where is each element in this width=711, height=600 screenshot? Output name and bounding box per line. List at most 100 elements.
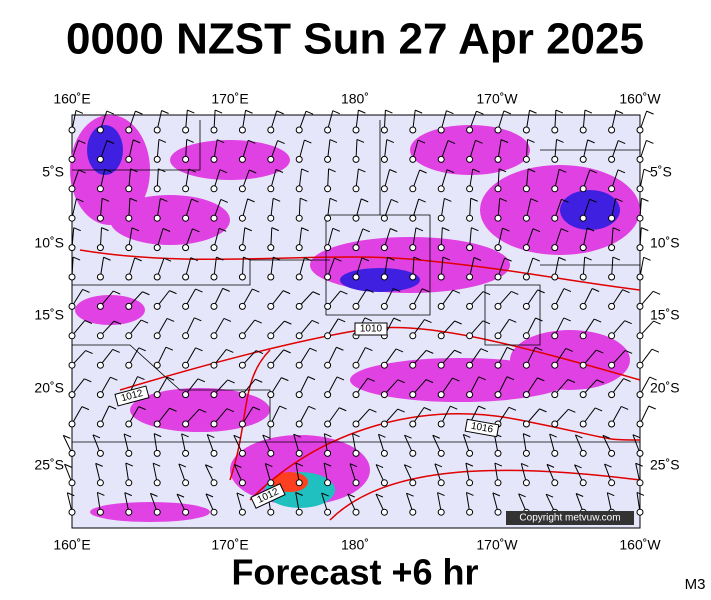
wind-station bbox=[437, 508, 445, 516]
wind-barb-flag bbox=[304, 257, 312, 262]
wind-barb-flag bbox=[390, 228, 398, 232]
wind-barb-flag bbox=[476, 110, 484, 115]
wind-barb-flag bbox=[329, 197, 338, 202]
wind-barb-flag bbox=[219, 169, 228, 174]
wind-station bbox=[96, 420, 104, 428]
wind-barb-flag bbox=[191, 198, 199, 203]
isobar-label: 1010 bbox=[360, 324, 383, 335]
wind-station bbox=[437, 185, 445, 193]
wind-station bbox=[96, 244, 104, 252]
wind-barb-flag bbox=[558, 256, 566, 261]
wind-barb-flag bbox=[110, 376, 118, 381]
wind-station bbox=[551, 332, 559, 340]
wind-barb-flag bbox=[535, 317, 543, 322]
wind-barb-flag bbox=[563, 288, 572, 293]
wind-barb-flag bbox=[475, 139, 483, 144]
wind-barb-flag bbox=[375, 493, 384, 498]
wind-barb-flag bbox=[72, 256, 81, 261]
wind-station bbox=[636, 273, 644, 281]
wind-station bbox=[608, 449, 616, 457]
wind-barb-flag bbox=[643, 256, 651, 261]
wind-station bbox=[551, 420, 559, 428]
wind-barb-flag bbox=[589, 198, 597, 203]
wind-station bbox=[494, 332, 502, 340]
wind-station bbox=[352, 273, 360, 281]
wind-barb-flag bbox=[205, 493, 214, 498]
wind-barb-flag bbox=[169, 407, 177, 412]
wind-barb-flag bbox=[135, 110, 143, 115]
wind-station bbox=[153, 391, 161, 399]
wind-barb-flag bbox=[113, 320, 122, 325]
wind-station bbox=[579, 479, 587, 487]
wind-station bbox=[608, 155, 616, 163]
wind-barb-flag bbox=[248, 139, 256, 144]
wind-station bbox=[352, 214, 360, 222]
wind-station bbox=[409, 244, 417, 252]
wind-barb-flag bbox=[165, 346, 174, 351]
wind-barb-flag bbox=[249, 169, 257, 174]
wind-barb-flag bbox=[397, 379, 406, 384]
wind-station bbox=[210, 449, 218, 457]
wind-barb-flag bbox=[620, 405, 629, 410]
wind-station bbox=[96, 185, 104, 193]
wind-barb-flag bbox=[361, 198, 369, 203]
wind-barb-flag bbox=[84, 320, 93, 324]
wind-barb-flag bbox=[389, 169, 397, 173]
wind-barb-flag bbox=[414, 109, 423, 114]
wind-station bbox=[380, 126, 388, 134]
wind-barb-flag bbox=[233, 434, 242, 439]
wind-station bbox=[579, 126, 587, 134]
wind-barb-flag bbox=[279, 405, 287, 410]
wind-station bbox=[352, 361, 360, 369]
longitude-label: 160˚E bbox=[53, 537, 90, 553]
wind-station bbox=[494, 449, 502, 457]
wind-station bbox=[324, 361, 332, 369]
wind-barb-flag bbox=[340, 290, 348, 295]
wind-station bbox=[182, 332, 190, 340]
wind-station bbox=[437, 332, 445, 340]
wind-barb-flag bbox=[75, 109, 84, 114]
wind-station bbox=[494, 391, 502, 399]
wind-barb-flag bbox=[140, 319, 149, 324]
wind-station bbox=[636, 332, 644, 340]
wind-barb-flag bbox=[565, 348, 573, 352]
wind-barb-flag bbox=[506, 376, 515, 381]
wind-barb-flag bbox=[549, 433, 557, 438]
wind-barb-flag bbox=[530, 198, 539, 203]
wind-station bbox=[380, 420, 388, 428]
wind-station bbox=[608, 214, 616, 222]
wind-barb-flag bbox=[309, 347, 317, 352]
wind-station bbox=[210, 508, 218, 516]
wind-station bbox=[295, 332, 303, 340]
wind-barb-flag bbox=[311, 320, 320, 324]
wind-barb-flag bbox=[415, 227, 424, 232]
wind-station bbox=[238, 214, 246, 222]
wind-barb-flag bbox=[245, 109, 253, 114]
wind-barb-flag bbox=[387, 256, 395, 261]
wind-barb-flag bbox=[591, 288, 600, 292]
wind-barb-flag bbox=[463, 433, 471, 438]
wind-station bbox=[466, 126, 474, 134]
wind-barb-flag bbox=[465, 462, 474, 467]
wind-station bbox=[267, 126, 275, 134]
wind-barb-flag bbox=[130, 168, 138, 173]
wind-barb-flag bbox=[560, 228, 569, 233]
wind-barb-flag bbox=[262, 434, 270, 439]
latitude-label: 15˚S bbox=[650, 307, 680, 323]
longitude-label: 170˚W bbox=[476, 537, 518, 553]
wind-station bbox=[295, 420, 303, 428]
wind-barb-flag bbox=[472, 168, 480, 173]
wind-station bbox=[68, 361, 76, 369]
wind-station bbox=[608, 126, 616, 134]
wind-barb-flag bbox=[649, 376, 657, 381]
wind-barb-flag bbox=[567, 379, 576, 383]
wind-station bbox=[324, 420, 332, 428]
wind-barb-flag bbox=[324, 433, 332, 438]
wind-station bbox=[636, 449, 644, 457]
wind-station bbox=[352, 185, 360, 193]
wind-barb-flag bbox=[142, 291, 150, 296]
wind-barb-flag bbox=[63, 434, 71, 439]
wind-station bbox=[608, 420, 616, 428]
wind-barb-flag bbox=[406, 492, 414, 497]
latitude-label: 10˚S bbox=[34, 235, 64, 251]
